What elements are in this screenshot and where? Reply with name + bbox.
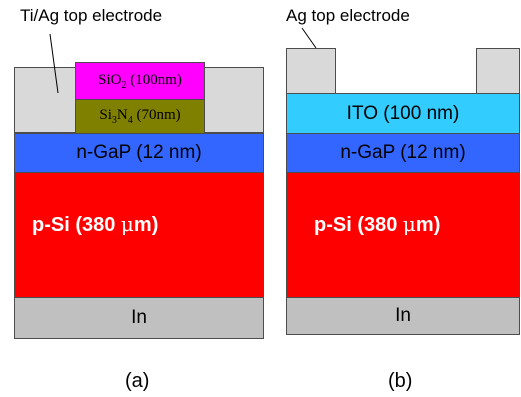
gap-label-b: n-GaP (12 nm) <box>340 142 466 163</box>
psi-label-b: p-Si (380 μm) <box>314 212 441 236</box>
gap-label-a: n-GaP (12 nm) <box>76 142 202 163</box>
psi-layer-b <box>286 172 520 298</box>
electrode-label-a: Ti/Ag top electrode <box>20 6 163 25</box>
in-label-a: In <box>131 307 147 328</box>
caption-a: (a) <box>125 370 150 392</box>
ag-electrode-left <box>286 48 336 94</box>
electrode-label-b: Ag top electrode <box>286 6 410 25</box>
gap-layer-b: n-GaP (12 nm) <box>286 133 520 173</box>
gap-layer-a: n-GaP (12 nm) <box>14 133 264 173</box>
sio2-layer: SiO2 (100nm) <box>75 62 205 100</box>
psi-layer-a <box>14 172 264 298</box>
ito-layer: ITO (100 nm) <box>286 93 520 134</box>
sio2-label: SiO2 (100nm) <box>98 71 182 91</box>
ito-label: ITO (100 nm) <box>346 102 460 124</box>
leader-line-b <box>301 27 317 49</box>
si3n4-label: Si3N4 (70nm) <box>99 107 181 126</box>
in-layer-b: In <box>286 297 520 335</box>
in-label-b: In <box>395 305 411 326</box>
si3n4-layer: Si3N4 (70nm) <box>75 99 205 134</box>
in-layer-a: In <box>14 297 264 339</box>
caption-b: (b) <box>388 370 413 392</box>
ag-electrode-right <box>476 48 520 94</box>
psi-label-a: p-Si (380 μm) <box>32 212 159 236</box>
